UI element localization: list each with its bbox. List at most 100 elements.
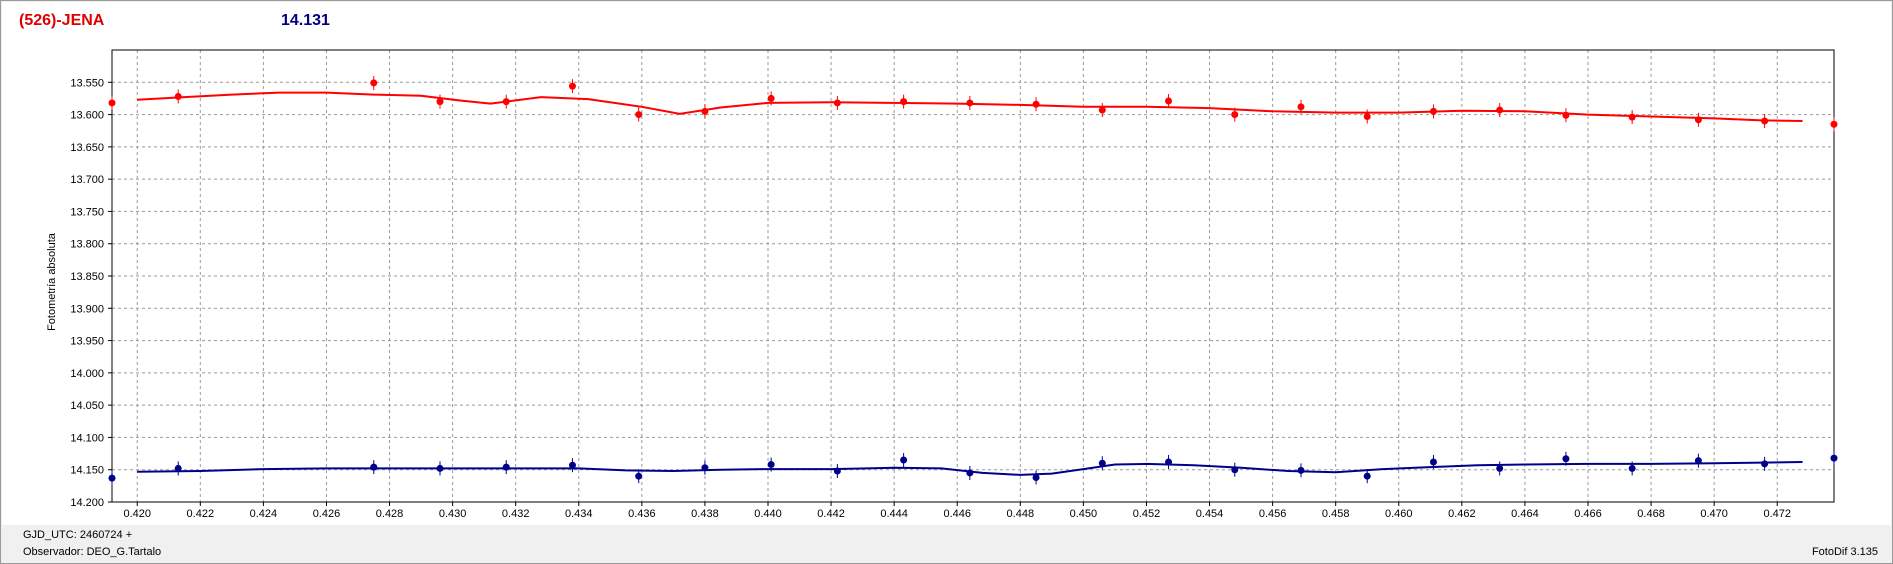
- data-point: [966, 99, 974, 107]
- data-point: [701, 464, 709, 472]
- chart-panel: (526)-JENA 14.131 Fotometría absoluta 0.…: [2, 2, 1891, 525]
- gjd-label: GJD_UTC: 2460724 +: [23, 529, 133, 541]
- data-point: [1231, 466, 1239, 474]
- plot-border: [111, 49, 1835, 503]
- y-tick-label: 13.750: [70, 206, 104, 218]
- y-tick-label: 13.950: [70, 336, 104, 348]
- data-point: [1562, 111, 1570, 119]
- x-tick-label: 0.446: [943, 508, 971, 520]
- data-point: [568, 82, 576, 90]
- data-point: [1429, 107, 1437, 115]
- x-tick-label: 0.470: [1700, 508, 1728, 520]
- data-point: [370, 463, 378, 471]
- x-tick-label: 0.428: [376, 508, 404, 520]
- x-tick-label: 0.462: [1448, 508, 1476, 520]
- data-point: [1496, 464, 1504, 472]
- data-point: [108, 99, 116, 107]
- data-point: [436, 464, 444, 472]
- x-tick-label: 0.468: [1637, 508, 1665, 520]
- magnitude-value: 14.131: [281, 12, 330, 29]
- x-tick-label: 0.450: [1070, 508, 1098, 520]
- x-tick-label: 0.444: [880, 508, 908, 520]
- data-point: [1830, 454, 1838, 462]
- data-point: [635, 111, 643, 119]
- data-point: [1165, 458, 1173, 466]
- data-point: [1098, 106, 1106, 114]
- data-point: [108, 474, 116, 482]
- data-point: [174, 92, 182, 100]
- data-point: [900, 98, 908, 106]
- y-tick-label: 13.800: [70, 239, 104, 251]
- data-point: [1231, 111, 1239, 119]
- version-label: FotoDif 3.135: [1811, 546, 1878, 558]
- data-point: [833, 99, 841, 107]
- x-tick-label: 0.452: [1133, 508, 1161, 520]
- y-tick-label: 13.900: [70, 303, 104, 315]
- data-point: [1496, 106, 1504, 114]
- data-point: [1363, 113, 1371, 121]
- data-point: [1830, 120, 1838, 128]
- data-point: [436, 98, 444, 106]
- y-tick-label: 14.100: [70, 432, 104, 444]
- data-point: [174, 464, 182, 472]
- x-tick-label: 0.430: [439, 508, 467, 520]
- x-tick-label: 0.432: [502, 508, 530, 520]
- y-tick-label: 13.850: [70, 271, 104, 283]
- data-point: [568, 461, 576, 469]
- x-tick-label: 0.464: [1511, 508, 1539, 520]
- x-tick-label: 0.472: [1763, 508, 1791, 520]
- y-tick-label: 14.000: [70, 368, 104, 380]
- data-point: [767, 461, 775, 469]
- data-point: [1694, 116, 1702, 124]
- x-tick-label: 0.456: [1259, 508, 1287, 520]
- data-point: [1694, 457, 1702, 465]
- y-tick-label: 13.700: [70, 174, 104, 186]
- data-point: [1628, 464, 1636, 472]
- y-tick-label: 13.650: [70, 142, 104, 154]
- data-point: [1297, 466, 1305, 474]
- x-tick-label: 0.438: [691, 508, 719, 520]
- x-tick-label: 0.422: [187, 508, 215, 520]
- data-point: [966, 469, 974, 477]
- x-tick-label: 0.458: [1322, 508, 1350, 520]
- x-tick-label: 0.442: [817, 508, 845, 520]
- x-tick-label: 0.424: [250, 508, 278, 520]
- data-point: [767, 94, 775, 102]
- data-point: [1098, 459, 1106, 467]
- data-point: [1032, 100, 1040, 108]
- object-name: (526)-JENA: [19, 12, 105, 29]
- data-point: [1363, 472, 1371, 480]
- data-point: [370, 79, 378, 87]
- x-tick-label: 0.436: [628, 508, 656, 520]
- data-point: [1761, 117, 1769, 125]
- x-tick-label: 0.426: [313, 508, 341, 520]
- y-tick-label: 14.150: [70, 465, 104, 477]
- x-tick-label: 0.454: [1196, 508, 1224, 520]
- y-tick-label: 13.600: [70, 110, 104, 122]
- x-tick-label: 0.420: [123, 508, 151, 520]
- data-point: [1165, 97, 1173, 105]
- y-tick-label: 14.050: [70, 400, 104, 412]
- y-tick-label: 14.200: [70, 497, 104, 509]
- x-tick-label: 0.434: [565, 508, 593, 520]
- x-tick-label: 0.466: [1574, 508, 1602, 520]
- data-point: [1297, 103, 1305, 111]
- data-point: [502, 463, 510, 471]
- x-tick-label: 0.460: [1385, 508, 1413, 520]
- data-point: [502, 98, 510, 106]
- data-point: [1429, 458, 1437, 466]
- data-point: [900, 456, 908, 464]
- observer-label: Observador: DEO_G.Tartalo: [23, 546, 162, 558]
- data-point: [1032, 473, 1040, 481]
- fit-curve-1: [137, 91, 1803, 122]
- data-point: [635, 472, 643, 480]
- data-point: [701, 107, 709, 115]
- data-point: [833, 467, 841, 475]
- data-point: [1628, 113, 1636, 121]
- data-point: [1761, 460, 1769, 468]
- y-tick-label: 13.550: [70, 77, 104, 89]
- x-tick-label: 0.448: [1007, 508, 1035, 520]
- data-point: [1562, 455, 1570, 463]
- x-tick-label: 0.440: [754, 508, 782, 520]
